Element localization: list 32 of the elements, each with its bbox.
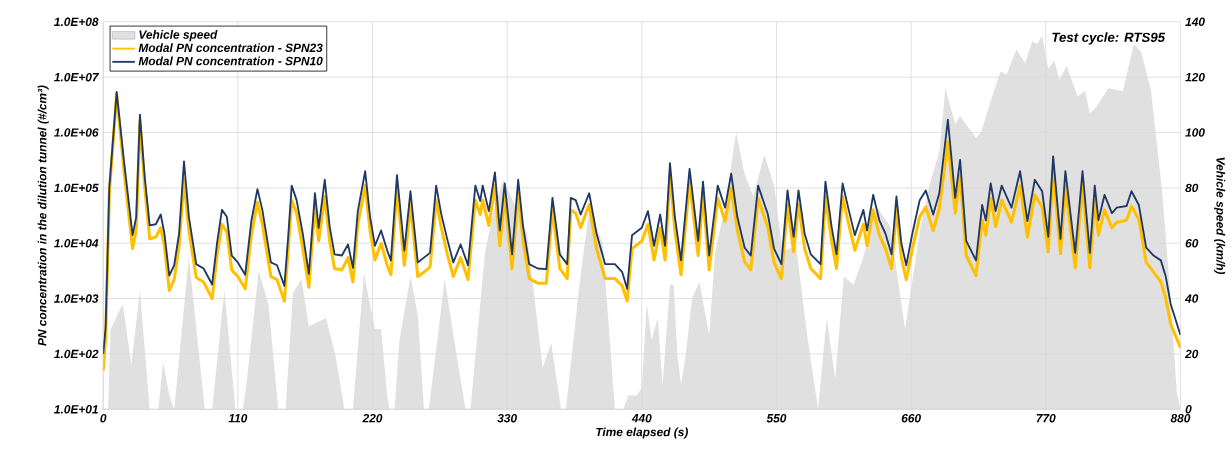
legend-label: Vehicle speed xyxy=(139,30,218,42)
y2-tick-label: 120 xyxy=(1185,72,1205,82)
x-tick-label: 880 xyxy=(1170,414,1191,423)
y2-tick-label: 20 xyxy=(1184,349,1199,359)
y2-tick-label: 60 xyxy=(1185,239,1199,248)
y-axis-title: PN concentration in the dilution tunnel (#/cm³) xyxy=(37,85,49,346)
x-tick-label: 0 xyxy=(100,414,107,423)
y-tick-label: 1.0E+06 xyxy=(54,128,99,137)
y-tick-label: 1.0E+04 xyxy=(54,239,99,248)
y-tick-label: 1.0E+07 xyxy=(54,73,99,82)
y2-axis-title: Vehicle speed (km/h) xyxy=(1214,157,1226,275)
legend-label: Modal PN concentration - SPN10 xyxy=(138,56,323,66)
y-tick-label: 1.0E+01 xyxy=(54,405,98,414)
y2-tick-label: 0 xyxy=(1185,405,1192,414)
x-tick-label: 330 xyxy=(497,414,517,423)
y2-tick-label: 100 xyxy=(1185,128,1205,137)
y2-tick-label: 80 xyxy=(1185,183,1199,193)
x-tick-label: 110 xyxy=(228,414,248,423)
y-tick-label: 1.0E+05 xyxy=(54,183,99,193)
y-tick-label: 1.0E+03 xyxy=(54,294,99,303)
y2-tick-label: 40 xyxy=(1184,294,1199,303)
y-tick-label: 1.0E+08 xyxy=(54,17,99,27)
y-tick-label: 1.0E+02 xyxy=(54,349,99,359)
x-tick-label: 660 xyxy=(901,414,921,423)
x-tick-label: 770 xyxy=(1036,414,1056,423)
x-tick-label: 220 xyxy=(362,414,383,423)
x-axis-title: Time elapsed (s) xyxy=(596,427,688,439)
x-tick-label: 550 xyxy=(766,414,787,423)
x-tick-label: 440 xyxy=(631,414,652,423)
legend-label: Modal PN concentration - SPN23 xyxy=(138,43,323,53)
y2-tick-label: 140 xyxy=(1185,17,1205,27)
annotation: Test cycle: RTS95 xyxy=(1052,32,1166,45)
